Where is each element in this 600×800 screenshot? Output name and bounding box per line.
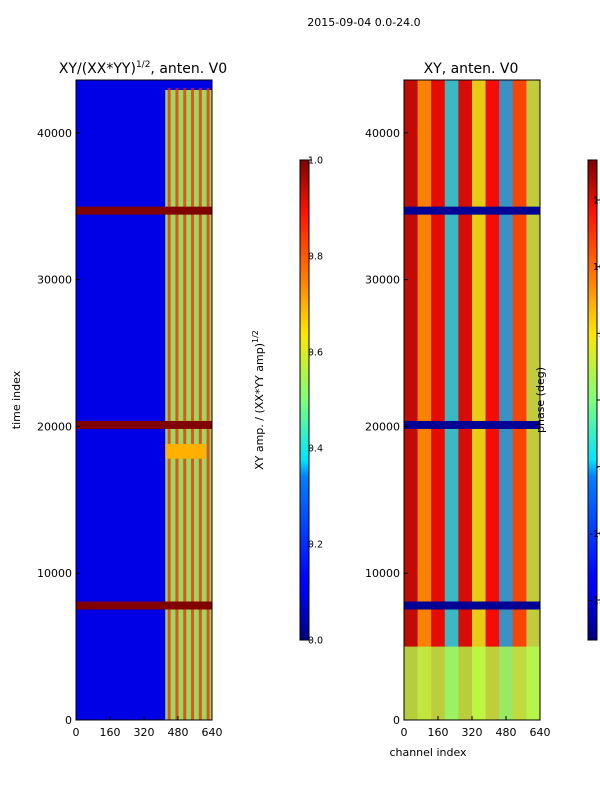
phase-x-tick-label: 160 — [428, 726, 449, 739]
amplitude-band-column — [191, 88, 195, 720]
amplitude-y-ticks: 0 10000 20000 30000 40000 — [37, 127, 80, 727]
time-index-label: time index — [10, 370, 23, 429]
phase-heatmap — [404, 80, 540, 720]
amplitude-bright-band — [165, 90, 212, 720]
phase-y-tick-label: 30000 — [365, 274, 400, 287]
amplitude-panel: XY/(XX*YY)1/2, anten. V0 0 160 320 480 640 0… — [10, 60, 227, 739]
phase-colorbar-tick-label: -50 — [595, 462, 600, 473]
amplitude-colorbar-tick-label: 0.4 — [308, 444, 323, 455]
phase-saturated-row — [404, 420, 540, 429]
amplitude-band-column — [198, 88, 202, 720]
amplitude-x-tick-label: 160 — [100, 726, 121, 739]
phase-stripe — [431, 80, 445, 720]
phase-colorbar: -150-100-50050100150 phase (deg) — [534, 159, 600, 641]
amplitude-hot-block — [165, 444, 206, 459]
phase-colorbar-label: phase (deg) — [534, 367, 547, 433]
amplitude-y-tick-label: 10000 — [37, 567, 72, 580]
phase-y-tick-label: 20000 — [365, 420, 400, 433]
phase-colorbar-gradient — [587, 159, 598, 641]
phase-panel-title: XY, anten. V0 — [424, 61, 519, 77]
phase-colorbar-tick-label: 150 — [593, 196, 600, 207]
phase-stripe — [485, 80, 500, 720]
amplitude-y-tick-label: 40000 — [37, 127, 72, 140]
phase-stripe — [417, 80, 432, 720]
amplitude-colorbar-tick-label: 0.0 — [308, 636, 323, 647]
phase-colorbar-tick-label: 100 — [593, 262, 600, 273]
phase-colorbar-tick-label: -150 — [589, 596, 600, 607]
amplitude-colorbar-label: XY amp. / (XX*YY amp)1/2 — [251, 330, 266, 470]
amplitude-colorbar-tick-label: 0.8 — [308, 252, 323, 263]
amplitude-band-columns — [167, 88, 210, 720]
phase-stripe — [472, 80, 486, 720]
figure-title: 2015-09-04 0.0-24.0 — [307, 16, 420, 29]
amplitude-colorbar: 0.0 0.2 0.4 0.6 0.8 1.0 XY amp. / (XX*YY amp)… — [251, 156, 323, 647]
phase-y-tick-label: 40000 — [365, 127, 400, 140]
amplitude-saturated-row — [76, 420, 212, 429]
amplitude-y-tick-label: 30000 — [37, 274, 72, 287]
amplitude-y-tick-label: 20000 — [37, 420, 72, 433]
phase-y-tick-label: 10000 — [365, 567, 400, 580]
phase-stripe — [526, 80, 540, 720]
phase-stripe — [404, 80, 418, 720]
amplitude-band-column — [183, 88, 187, 720]
amplitude-heatmap — [76, 80, 212, 720]
amplitude-panel-title: XY/(XX*YY)1/2, anten. V0 — [59, 60, 227, 77]
amplitude-band-column — [206, 88, 210, 720]
phase-x-tick-label: 320 — [462, 726, 483, 739]
phase-colorbar-tick-label: 50 — [599, 329, 600, 340]
phase-x-tick-label: 480 — [496, 726, 517, 739]
phase-stripe — [444, 80, 459, 720]
phase-mixed-region — [404, 646, 540, 720]
phase-mixed-block — [404, 646, 540, 720]
amplitude-x-tick-label: 320 — [134, 726, 155, 739]
phase-stripes — [404, 80, 540, 720]
channel-index-label: channel index — [389, 746, 467, 759]
phase-x-tick-label: 640 — [530, 726, 551, 739]
amplitude-x-tick-label: 480 — [168, 726, 189, 739]
amplitude-colorbar-gradient — [299, 159, 310, 641]
amplitude-x-tick-label: 640 — [202, 726, 223, 739]
amplitude-saturated-row — [76, 206, 212, 215]
phase-stripe — [512, 80, 527, 720]
phase-saturated-rows — [404, 206, 540, 610]
phase-y-ticks: 0 10000 20000 30000 40000 — [365, 127, 408, 727]
amplitude-saturated-rows — [76, 206, 212, 610]
amplitude-colorbar-tick-label: 0.2 — [308, 540, 323, 551]
phase-y-tick-label: 0 — [393, 714, 400, 727]
phase-x-tick-label: 0 — [401, 726, 408, 739]
amplitude-x-tick-label: 0 — [73, 726, 80, 739]
phase-panel: XY, anten. V0 0 160 320 480 640 0 10000 20000 3… — [365, 61, 551, 759]
phase-saturated-row — [404, 601, 540, 610]
amplitude-y-tick-label: 0 — [65, 714, 72, 727]
amplitude-colorbar-tick-label: 0.6 — [308, 348, 323, 359]
phase-saturated-row — [404, 206, 540, 215]
amplitude-band-column — [175, 88, 179, 720]
amplitude-x-ticks: 0 160 320 480 640 — [73, 716, 223, 739]
phase-stripe — [458, 80, 472, 720]
phase-stripe — [499, 80, 513, 720]
phase-x-ticks: 0 160 320 480 640 — [401, 716, 551, 739]
amplitude-saturated-row — [76, 601, 212, 610]
phase-colorbar-tick-label: -100 — [589, 529, 600, 540]
amplitude-colorbar-ticks: 0.0 0.2 0.4 0.6 0.8 1.0 — [308, 156, 323, 647]
amplitude-colorbar-tick-label: 1.0 — [308, 156, 323, 167]
amplitude-band-column — [167, 88, 171, 720]
